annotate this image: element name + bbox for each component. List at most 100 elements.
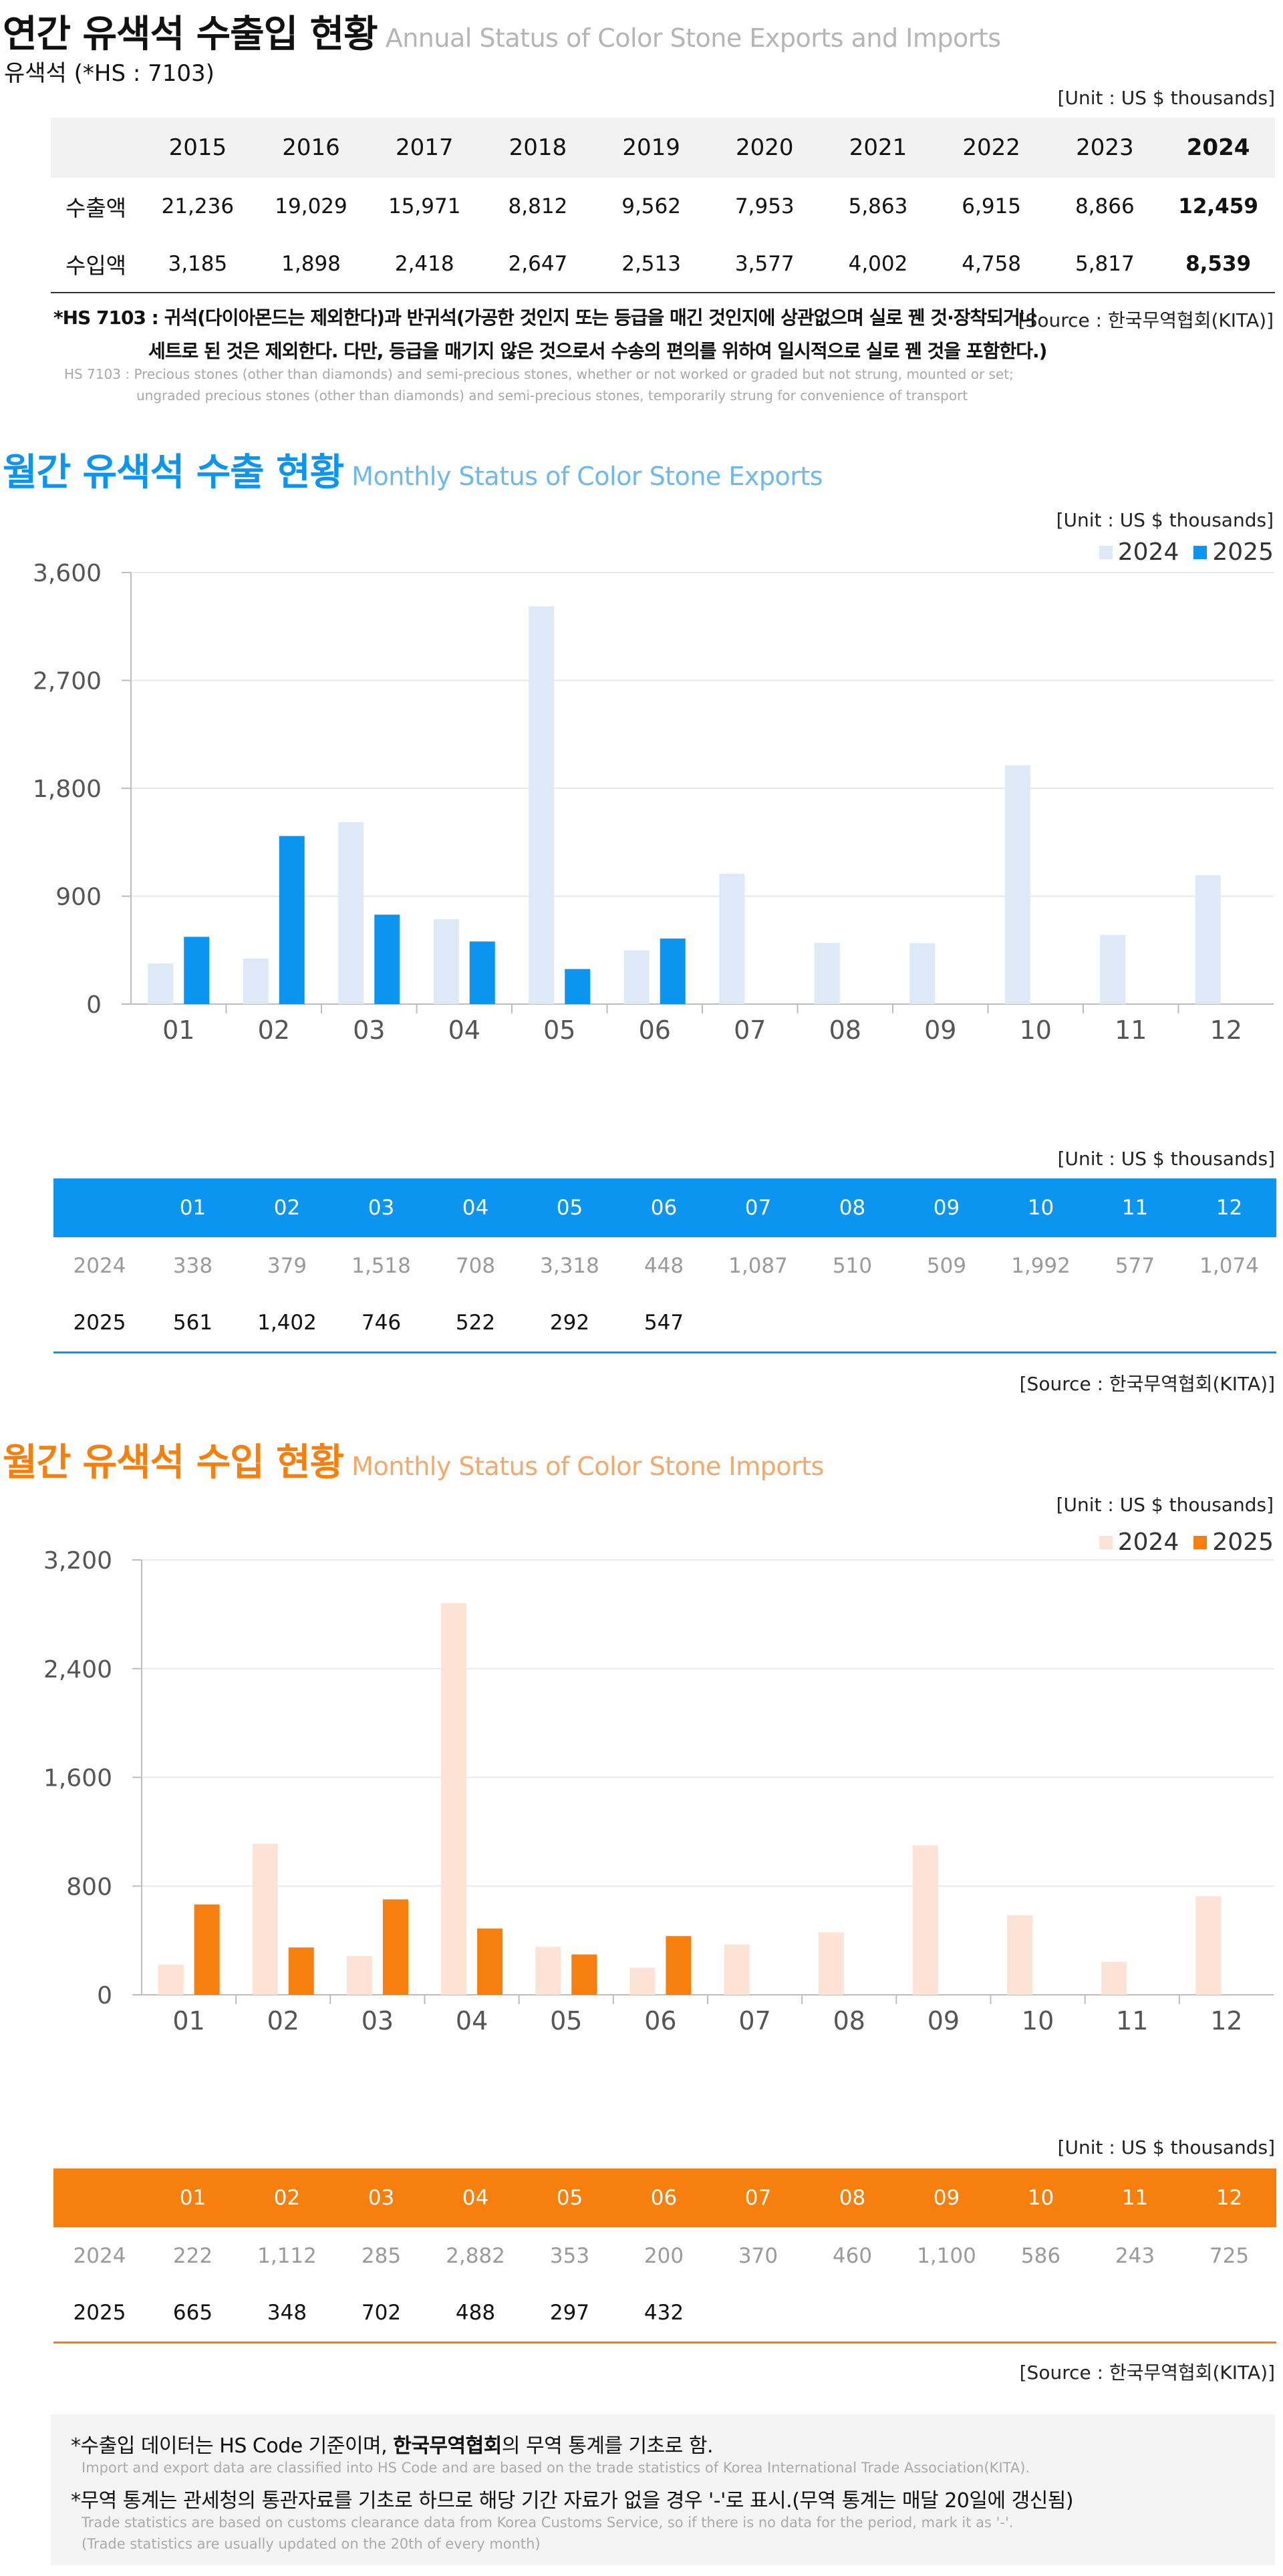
bar-2024-06	[623, 950, 650, 1004]
x-tick-label: 08	[829, 1015, 861, 1045]
table-cell: 370	[738, 2244, 778, 2268]
hs-label: 유색석 (*HS : 7103)	[4, 60, 215, 87]
year-header: 2016	[254, 118, 368, 178]
table-cell: 488	[428, 2285, 523, 2344]
bar-2024-03	[338, 822, 364, 1004]
table-cell	[1088, 2285, 1182, 2344]
legend-item-2025: 2025	[1193, 1528, 1274, 1556]
bar-2024-04	[441, 1603, 467, 1995]
legend-swatch	[1193, 1535, 1207, 1549]
table-cell: 8,812	[508, 194, 568, 218]
table-cell: 547	[617, 1295, 711, 1353]
x-tick-label: 07	[734, 1015, 766, 1045]
bar-2024-06	[629, 1967, 656, 1995]
table-cell: 746	[334, 1295, 428, 1353]
x-tick-label: 05	[543, 1015, 575, 1045]
bar-2024-12	[1195, 875, 1221, 1004]
bar-2024-05	[529, 606, 555, 1004]
footer-note2-en2: (Trade statistics are usually updated on…	[82, 2536, 541, 2552]
hs-note-en-line2: ungraded precious stones (other than dia…	[136, 387, 968, 404]
table-cell: 5,817	[1048, 235, 1162, 293]
year-header: 2022	[934, 118, 1048, 178]
bar-2025-03	[374, 915, 400, 1004]
bar-2024-08	[814, 943, 840, 1004]
bar-2025-06	[660, 938, 686, 1004]
month-header: 05	[523, 2168, 617, 2227]
month-header: 02	[240, 2168, 334, 2227]
bar-2024-11	[1101, 1961, 1127, 1995]
footer-note1-pre: *수출입 데이터는 HS Code 기준이며,	[71, 2434, 394, 2458]
imports-bar-chart: 0 800 1,600 2,400 3,200 01 02 03 04 05 06 07 08 09 10 1…	[43, 1547, 1274, 2036]
imports-table: 01 02 03 04 05 06 07 08 09 10 11 12 2024…	[53, 2168, 1276, 2344]
annual-title: 연간 유색석 수출입 현황	[3, 13, 378, 56]
hs-note-ko-line1: *HS 7103 : 귀석(다이아몬드는 제외한다)과 반귀석(가공한 것인지 …	[53, 307, 1037, 329]
imports-table-unit: [Unit : US $ thousands]	[1057, 2136, 1275, 2158]
imports-title: 월간 유색석 수입 현황	[3, 1441, 344, 1484]
table-cell: 200	[644, 2244, 684, 2268]
y-tick-label: 900	[55, 884, 102, 911]
x-tick-label: 11	[1115, 1015, 1147, 1045]
x-tick-label: 02	[258, 1015, 290, 1045]
bar-2025-03	[382, 1899, 408, 1995]
legend-label: 2024	[1117, 538, 1179, 566]
table-cell: 4,002	[821, 235, 935, 293]
bar-2024-07	[719, 873, 745, 1004]
exports-title: 월간 유색석 수출 현황	[3, 451, 344, 494]
imports-source: [Source : 한국무역협회(KITA)]	[1019, 2362, 1275, 2384]
annual-subtitle: Annual Status of Color Stone Exports and…	[385, 23, 1001, 53]
table-cell: 1,402	[240, 1295, 334, 1353]
month-header: 05	[523, 1178, 617, 1237]
table-cell: 3,318	[540, 1254, 599, 1278]
table-row: 수출액 21,236 19,029 15,971 8,812 9,562 7,9…	[51, 178, 1275, 235]
hs-note-ko-line2: 세트로 된 것은 제외한다. 다만, 등급을 매기지 않은 것으로서 수송의 편…	[148, 340, 1047, 362]
y-tick-label: 0	[97, 1982, 112, 2009]
table-row: 2024 222 1,112 285 2,882 353 200 370 460…	[53, 2227, 1276, 2285]
table-cell: 6,915	[962, 194, 1022, 218]
y-tick-label: 1,600	[43, 1765, 112, 1792]
table-cell: 292	[523, 1295, 617, 1353]
bar-2025-06	[666, 1936, 692, 1995]
bar-2025-05	[565, 969, 591, 1004]
bar-2025-04	[477, 1928, 503, 1995]
table-cell: 348	[240, 2285, 334, 2344]
table-cell: 577	[1115, 1254, 1155, 1278]
annual-table: 2015 2016 2017 2018 2019 2020 2021 2022 …	[51, 118, 1275, 293]
x-tick-label: 06	[644, 2006, 676, 2036]
table-cell: 2,418	[368, 235, 482, 293]
month-header: 10	[994, 1178, 1088, 1237]
bar-2024-09	[909, 943, 936, 1004]
month-header: 06	[617, 2168, 711, 2227]
footer-notes: *수출입 데이터는 HS Code 기준이며, 한국무역협회의 무역 통계를 기…	[51, 2414, 1275, 2565]
year-header: 2024	[1161, 118, 1275, 178]
year-header: 2023	[1048, 118, 1162, 178]
table-cell: 1,992	[1011, 1254, 1071, 1278]
month-header: 04	[428, 2168, 523, 2227]
annual-unit: [Unit : US $ thousands]	[1057, 87, 1275, 109]
bar-2024-01	[148, 963, 174, 1004]
month-header: 02	[240, 1178, 334, 1237]
table-cell: 21,236	[161, 194, 235, 218]
row-label: 수입액	[51, 235, 141, 293]
hs-note-en-line1: HS 7103 : Precious stones (other than di…	[64, 366, 1014, 382]
bar-2025-01	[194, 1904, 220, 1995]
table-row: 2024 338 379 1,518 708 3,318 448 1,087 5…	[53, 1237, 1276, 1295]
row-label: 2025	[53, 2285, 146, 2344]
month-header: 08	[805, 2168, 899, 2227]
table-row: 2025 665 348 702 488 297 432	[53, 2285, 1276, 2344]
bar-2024-08	[818, 1932, 844, 1995]
imports-subtitle: Monthly Status of Color Stone Imports	[351, 1452, 824, 1481]
bar-2025-02	[288, 1947, 314, 1995]
month-header: 11	[1088, 1178, 1182, 1237]
year-header: 2019	[594, 118, 708, 178]
x-tick-label: 01	[172, 2006, 204, 2036]
table-cell: 708	[455, 1254, 496, 1278]
table-cell	[994, 2285, 1088, 2344]
table-cell	[805, 1295, 899, 1353]
table-cell	[899, 1295, 994, 1353]
legend-item-2024: 2024	[1099, 538, 1179, 566]
annual-source: [Source : 한국무역협회(KITA)]	[1018, 309, 1274, 331]
annual-header-row: 2015 2016 2017 2018 2019 2020 2021 2022 …	[51, 118, 1275, 178]
month-header: 11	[1088, 2168, 1182, 2227]
bar-2024-09	[912, 1845, 938, 1995]
month-header: 06	[617, 1178, 711, 1237]
